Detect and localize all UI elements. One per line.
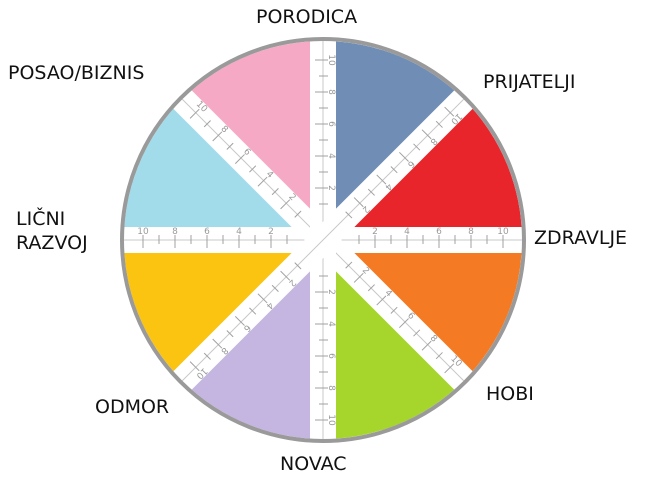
scale-tick-label: 8 (326, 385, 336, 391)
scale-tick (390, 306, 398, 314)
scale-tick (413, 329, 421, 337)
scale-tick (353, 272, 364, 283)
scale-tick (376, 295, 387, 306)
scale-tick (280, 199, 291, 210)
scale-tick-label: 6 (436, 227, 442, 237)
scale-tick-label: 10 (326, 54, 336, 66)
scale-tick-label: 8 (326, 89, 336, 95)
scale-tick-label: 4 (382, 181, 393, 192)
scale-tick (212, 338, 223, 349)
scale-tick-label: 8 (468, 227, 474, 237)
scale-tick (234, 316, 245, 326)
scale-tick-label: 4 (264, 169, 275, 180)
scale-tick-label: 2 (372, 227, 378, 237)
scale-tick (226, 142, 234, 150)
scale-tick-label: 6 (326, 121, 336, 127)
scale-tick (189, 108, 200, 119)
scale-tick (421, 340, 432, 351)
scale-tick-label: 2 (326, 185, 336, 191)
label-novac: NOVAC (280, 453, 347, 475)
scale-tick-label: 2 (360, 203, 371, 214)
scale-tick (294, 262, 302, 270)
scale-tick (249, 165, 257, 173)
scale-tick (212, 131, 223, 142)
scale-tick-label: 2 (268, 227, 274, 237)
scale-tick-label: 10 (137, 227, 149, 237)
scale-tick-label: 8 (218, 345, 229, 356)
scale-tick (421, 129, 432, 140)
scale-tick-label: 6 (241, 147, 252, 158)
scale-tick-label: 4 (236, 227, 242, 237)
scale-tick-label: 8 (218, 124, 229, 135)
scale-tick-label: 6 (405, 311, 416, 322)
scale-tick-label: 2 (360, 266, 371, 277)
scale-tick (367, 284, 375, 292)
scale-tick-label: 6 (326, 353, 336, 359)
scale-tick (271, 284, 279, 292)
label-odmor: ODMOR (95, 396, 170, 418)
scale-tick-label: 4 (264, 299, 275, 310)
label-licni-razvoj: LIČNI RAZVOJ (16, 207, 88, 255)
scale-tick (367, 188, 375, 196)
scale-tick (271, 188, 279, 196)
scale-tick (353, 197, 364, 208)
scale-tick (294, 210, 302, 218)
scale-tick (435, 120, 443, 128)
scale-tick-label: 6 (241, 322, 252, 333)
label-hobi: HOBI (486, 383, 534, 405)
scale-tick (257, 293, 268, 304)
scale-tick (249, 307, 257, 315)
scale-tick-label: 4 (404, 227, 410, 237)
scale-tick-label: 4 (326, 153, 336, 159)
scale-tick (444, 363, 455, 374)
label-posao-biznis: POSAO/BIZNIS (8, 62, 145, 84)
scale-tick-label: 6 (204, 227, 210, 237)
label-zdravlje: ZDRAVLJE (534, 227, 628, 249)
label-prijatelji: PRIJATELJI (483, 71, 576, 93)
scale-tick (444, 106, 455, 117)
scale-tick (413, 143, 421, 151)
scale-tick (203, 352, 211, 360)
scale-tick (280, 270, 291, 281)
scale-tick-label: 4 (382, 288, 393, 299)
scale-tick-label: 8 (172, 227, 178, 237)
scale-tick-label: 8 (428, 135, 439, 146)
scale-tick-label: 10 (497, 227, 509, 237)
scale-tick (399, 318, 409, 329)
scale-tick (234, 154, 245, 164)
scale-tick-label: 6 (405, 158, 416, 169)
scale-tick-label: 2 (286, 277, 297, 288)
label-porodica: PORODICA (256, 6, 358, 28)
scale-tick-label: 4 (326, 321, 336, 327)
scale-tick (435, 352, 443, 360)
scale-tick (399, 151, 409, 162)
scale-tick (345, 261, 353, 269)
scale-tick-label: 10 (326, 414, 336, 426)
label-licni-line2: RAZVOJ (16, 232, 88, 254)
scale-tick (257, 176, 268, 187)
scale-tick (226, 330, 234, 338)
scale-tick-label: 2 (286, 192, 297, 203)
wheel-rim (120, 37, 526, 443)
scale-tick (376, 174, 387, 185)
scale-tick (345, 211, 353, 219)
scale-tick (203, 120, 211, 128)
scale-tick (390, 166, 398, 174)
scale-tick-label: 2 (326, 289, 336, 295)
label-licni-line1: LIČNI (16, 208, 66, 230)
scale-tick-label: 8 (428, 333, 439, 344)
scale-tick (189, 361, 200, 372)
